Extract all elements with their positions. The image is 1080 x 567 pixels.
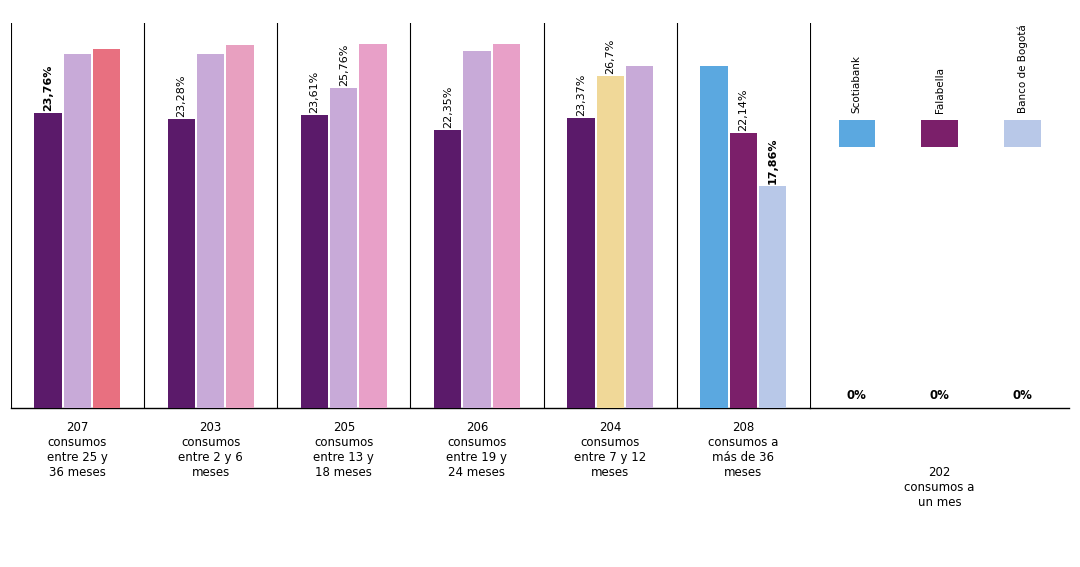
Bar	[301, 115, 328, 408]
Bar	[701, 66, 728, 408]
Text: 23,76%: 23,76%	[43, 65, 53, 111]
Text: 0%: 0%	[847, 389, 866, 402]
Bar	[93, 49, 120, 408]
Text: Scotiabank: Scotiabank	[852, 56, 862, 113]
Text: 25,76%: 25,76%	[339, 44, 349, 86]
Bar	[167, 119, 194, 408]
Text: 0%: 0%	[930, 389, 949, 402]
Bar	[492, 44, 519, 408]
Bar	[64, 54, 91, 408]
Bar	[626, 66, 653, 408]
Text: 202
consumos a
un mes: 202 consumos a un mes	[904, 466, 975, 509]
Bar	[759, 186, 786, 408]
Text: 22,35%: 22,35%	[443, 86, 453, 128]
Bar	[463, 51, 490, 408]
Bar	[596, 75, 624, 408]
Text: 23,28%: 23,28%	[176, 74, 186, 117]
FancyBboxPatch shape	[1004, 120, 1041, 147]
Bar	[730, 133, 757, 408]
Text: 17,86%: 17,86%	[768, 138, 778, 184]
Text: 0%: 0%	[1013, 389, 1032, 402]
Bar	[227, 45, 254, 408]
FancyBboxPatch shape	[921, 120, 958, 147]
Text: 26,7%: 26,7%	[605, 39, 616, 74]
FancyBboxPatch shape	[838, 120, 875, 147]
Text: 23,37%: 23,37%	[576, 73, 585, 116]
Bar	[197, 54, 225, 408]
Bar	[434, 130, 461, 408]
Text: Banco de Bogotá: Banco de Bogotá	[1017, 25, 1028, 113]
Bar	[330, 88, 357, 408]
Text: Falabella: Falabella	[934, 67, 945, 113]
Bar	[567, 117, 594, 408]
Text: 23,61%: 23,61%	[310, 70, 320, 113]
Bar	[35, 113, 62, 408]
Bar	[360, 44, 387, 408]
Text: 22,14%: 22,14%	[739, 88, 748, 131]
